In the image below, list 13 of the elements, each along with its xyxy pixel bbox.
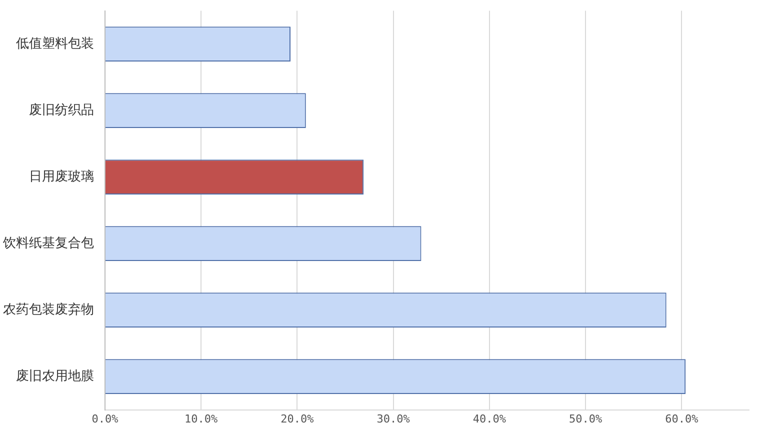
x-tick-label: 50.0% bbox=[569, 412, 603, 426]
x-tick-label: 40.0% bbox=[472, 412, 506, 426]
y-tick-label: 低值塑料包装 bbox=[16, 35, 94, 52]
x-tick-label: 20.0% bbox=[280, 412, 314, 426]
y-tick-label: 日用废玻璃 bbox=[29, 169, 94, 184]
y-tick-label: 废旧农用地膜 bbox=[16, 368, 94, 384]
y-tick-label: 废旧纺织品 bbox=[29, 102, 94, 118]
x-tick-label: 30.0% bbox=[376, 412, 410, 426]
y-tick-label: 饮料纸基复合包 bbox=[2, 236, 94, 251]
x-tick-label: 0.0% bbox=[92, 412, 119, 426]
x-tick-label: 10.0% bbox=[184, 412, 218, 426]
x-tick-label: 60.0% bbox=[665, 412, 699, 426]
y-tick-label: 农药包装废弃物 bbox=[3, 301, 94, 318]
